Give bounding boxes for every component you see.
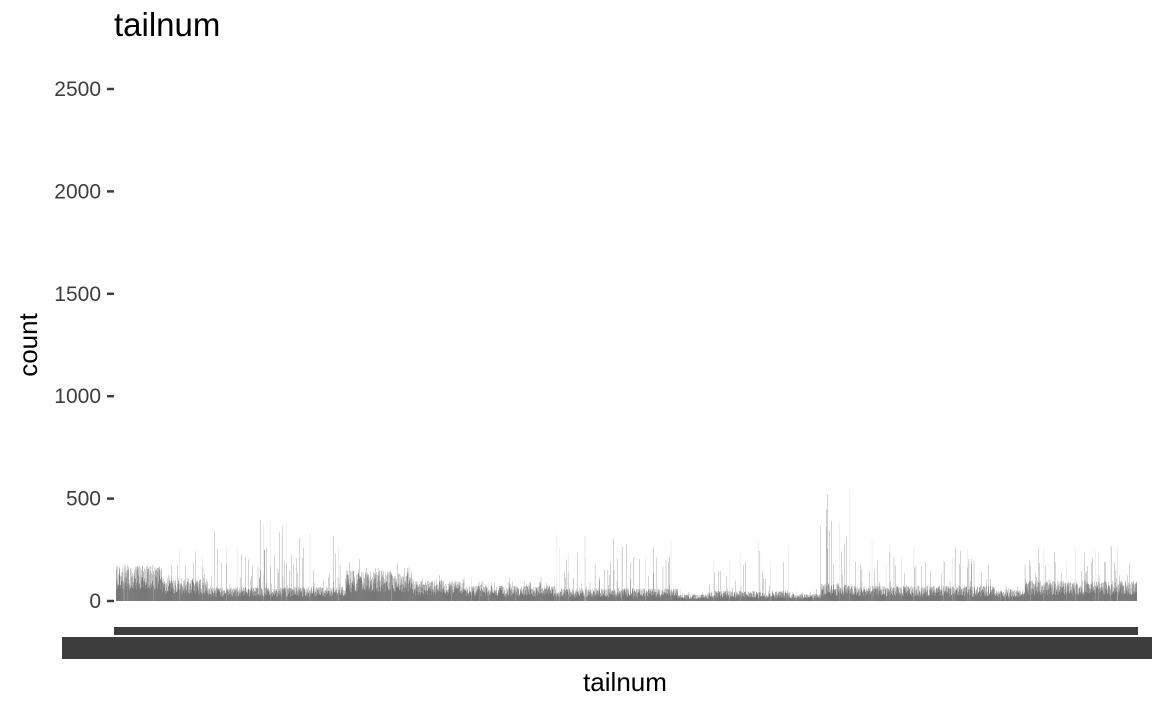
y-tick-label: 2500 — [54, 78, 101, 101]
y-tick-label: 1000 — [54, 385, 101, 408]
y-axis-title: count — [13, 312, 43, 376]
chart-title: tailnum — [114, 6, 221, 43]
y-tick-label: 0 — [89, 590, 101, 613]
x-axis-title: tailnum — [583, 667, 667, 697]
y-tick-label: 1500 — [54, 283, 101, 306]
bars-group — [116, 489, 1137, 601]
x-axis-tick-mass — [114, 627, 1138, 635]
y-axis: 0 500 1000 1500 2000 2500 — [54, 78, 114, 613]
y-tick-label: 2000 — [54, 180, 101, 203]
x-tick-label-mass — [62, 637, 1152, 659]
x-axis — [62, 627, 1152, 659]
y-tick-label: 500 — [66, 488, 101, 511]
